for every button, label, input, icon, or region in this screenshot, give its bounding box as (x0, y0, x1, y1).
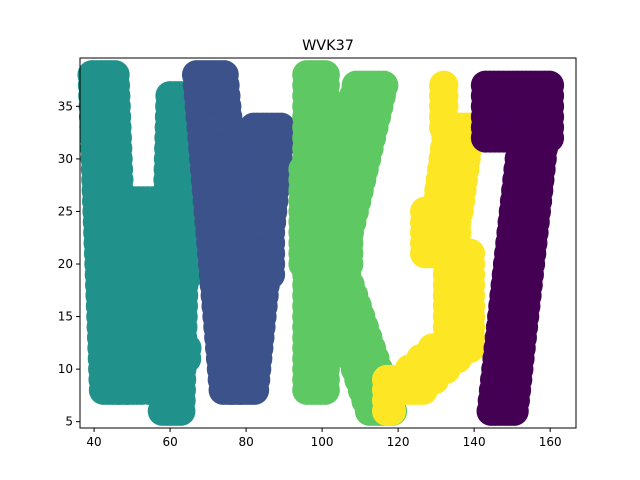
data-point (166, 396, 196, 426)
x-tick-label: 160 (539, 435, 562, 449)
data-point (228, 259, 258, 290)
x-tick-label: 100 (311, 435, 334, 449)
data-point (117, 280, 147, 311)
data-point (333, 249, 364, 279)
series-7 (470, 70, 565, 426)
y-tick-label: 15 (58, 310, 73, 324)
points-layer (77, 60, 565, 426)
data-point (310, 375, 340, 405)
data-point (408, 375, 438, 405)
y-tick-label: 30 (58, 152, 73, 166)
x-tick-label: 120 (387, 435, 410, 449)
series-V (181, 60, 296, 405)
axis-layer: 40 60 80 100 120 140 160 5 10 15 20 25 30 35 (58, 99, 562, 449)
x-tick-label: 40 (86, 435, 101, 449)
data-point (499, 396, 529, 426)
plot-frame (79, 57, 577, 429)
x-tick-label: 60 (162, 435, 177, 449)
y-tick-label: 5 (65, 415, 73, 429)
x-tick-label: 140 (463, 435, 486, 449)
data-point (239, 375, 270, 405)
series-W (77, 60, 208, 426)
y-tick-label: 10 (58, 362, 73, 376)
data-point (255, 259, 286, 290)
chart-title: WVK37 (302, 38, 354, 54)
data-point (153, 280, 184, 311)
y-tick-label: 20 (58, 257, 73, 271)
y-tick-label: 35 (58, 99, 73, 113)
data-point (376, 396, 406, 426)
x-tick-label: 80 (238, 435, 253, 449)
y-tick-label: 25 (58, 204, 73, 218)
series-3 (372, 70, 486, 426)
